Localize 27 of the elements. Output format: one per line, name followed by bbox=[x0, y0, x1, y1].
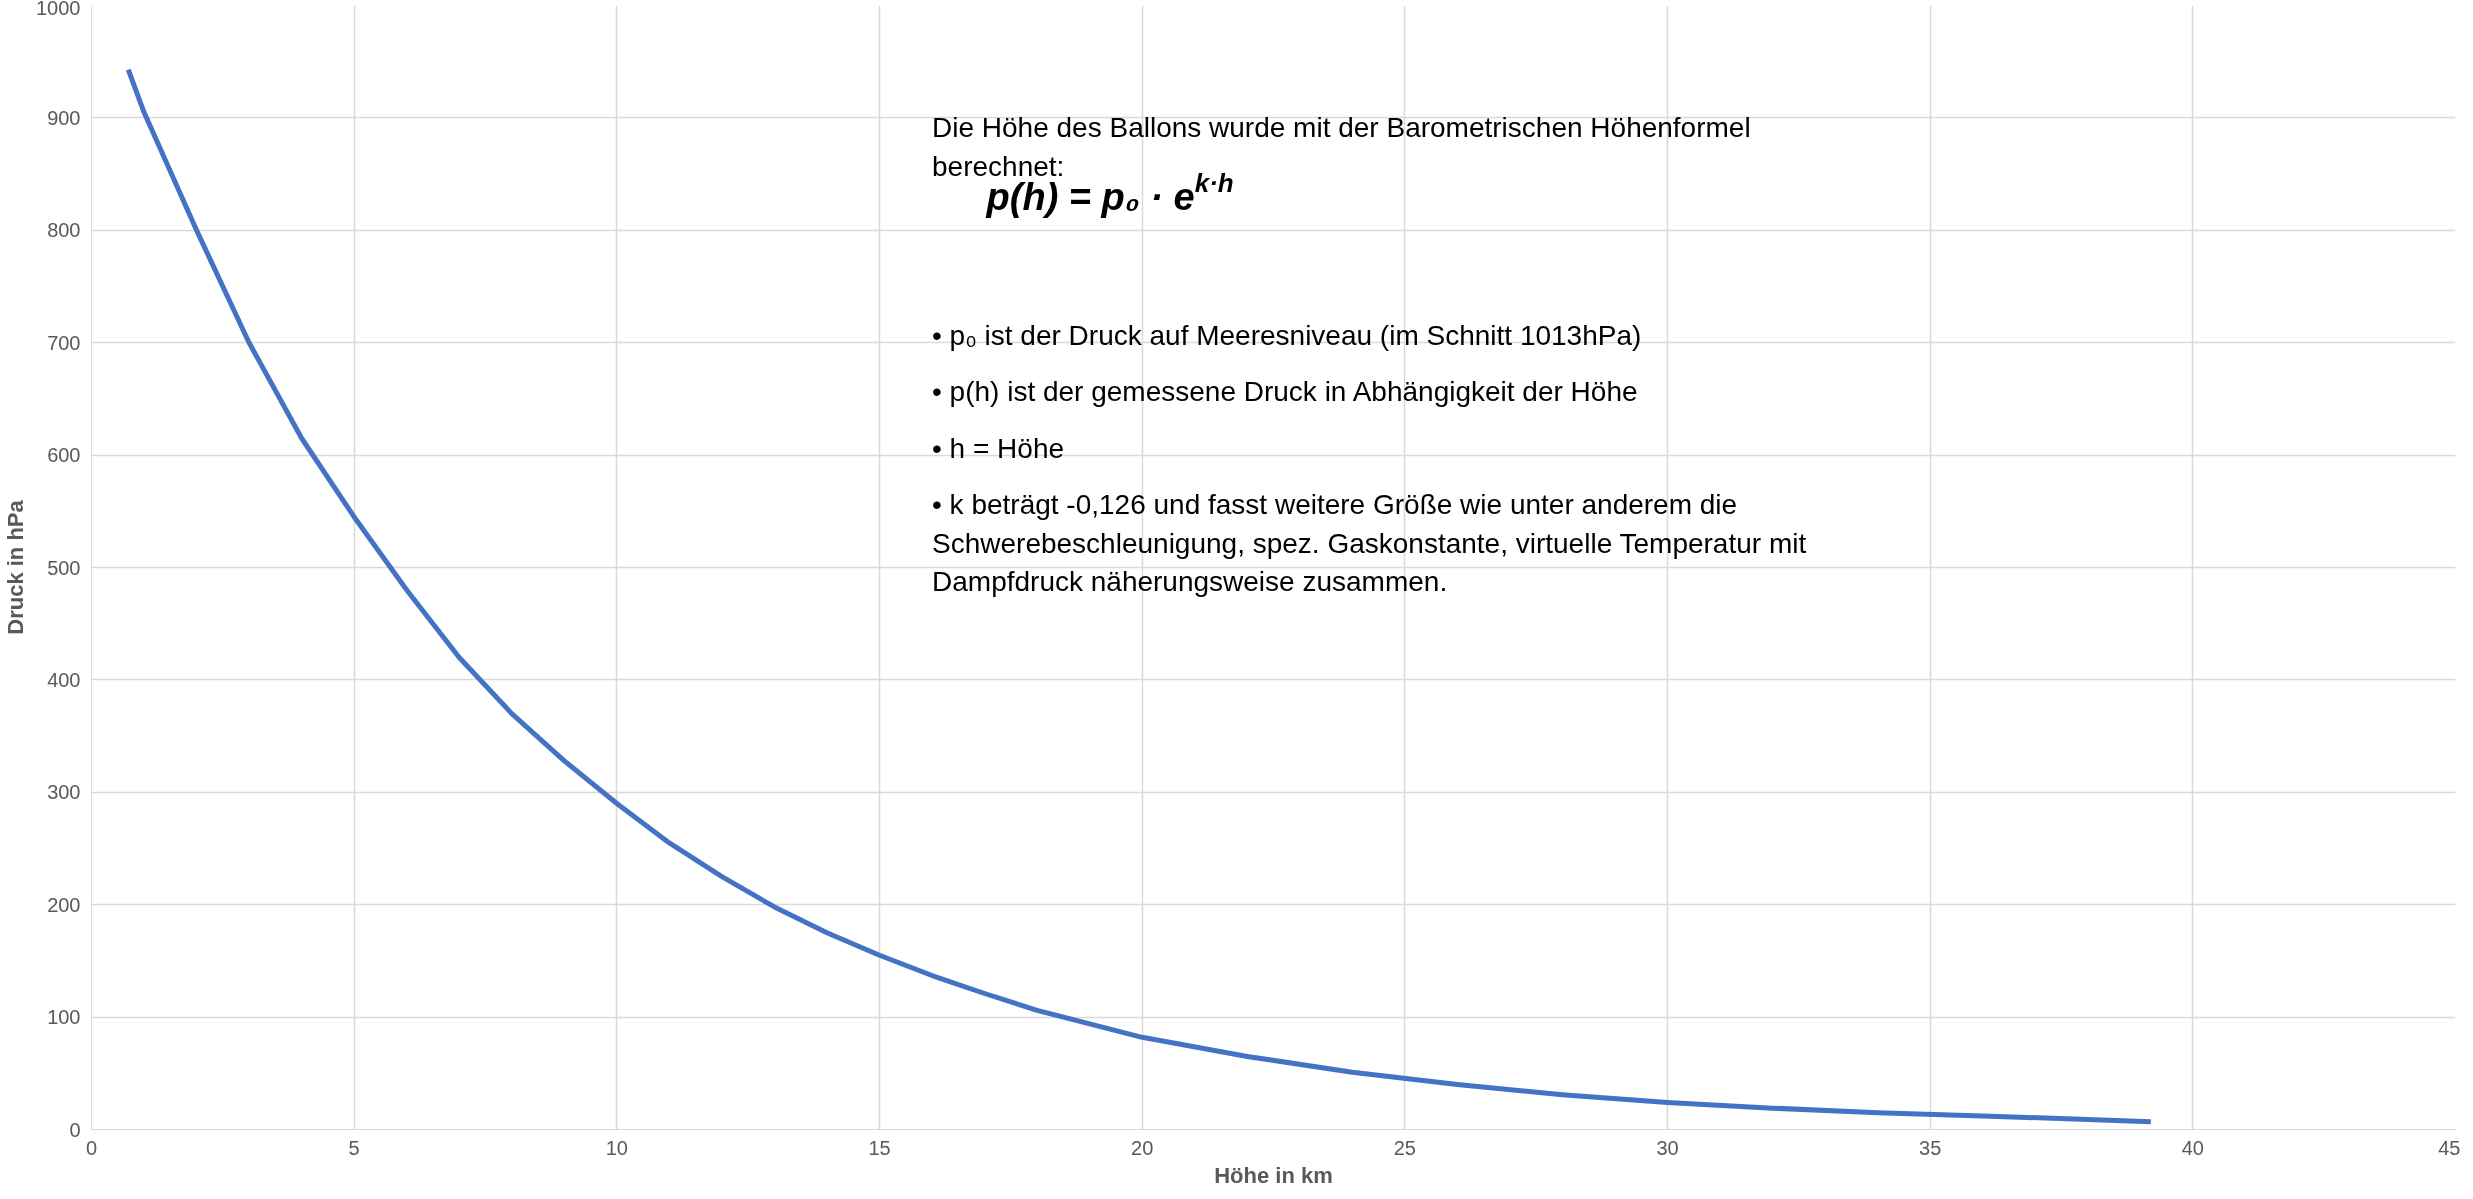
y-tick-label: 600 bbox=[47, 444, 81, 467]
annotation: • k beträgt -0,126 und fasst weitere Größe wie unter anderem die Schwerebeschleunigung, spez. Gaskonstante, virtuelle Temperatur mit Dampfdruck näherungsweise zusammen. bbox=[932, 488, 1807, 598]
x-tick-label: 40 bbox=[2181, 1136, 2204, 1159]
y-axis-title: Druck in hPa bbox=[3, 499, 29, 635]
y-tick-label: 100 bbox=[47, 1006, 81, 1029]
x-tick-label: 35 bbox=[1919, 1136, 1942, 1159]
y-tick-label: 0 bbox=[69, 1118, 81, 1141]
y-tick-label: 200 bbox=[47, 893, 81, 916]
y-tick-label: 900 bbox=[47, 106, 81, 129]
y-tick-label: 700 bbox=[47, 331, 81, 354]
y-tick-label: 300 bbox=[47, 781, 81, 804]
annotation: • p(h) ist der gemessene Druck in Abhängigkeit der Höhe bbox=[932, 376, 1638, 408]
x-tick-label: 20 bbox=[1131, 1136, 1154, 1159]
annotation: • p₀ ist der Druck auf Meeresniveau (im Schnitt 1013hPa) bbox=[932, 320, 1642, 352]
x-tick-label: 15 bbox=[868, 1136, 891, 1159]
annotation: • h = Höhe bbox=[932, 432, 1065, 464]
x-tick-label: 0 bbox=[85, 1136, 98, 1159]
x-axis-title: Höhe in km bbox=[1214, 1162, 1333, 1188]
x-tick-label: 45 bbox=[2438, 1136, 2461, 1159]
y-tick-label: 400 bbox=[47, 668, 81, 691]
x-tick-label: 10 bbox=[605, 1136, 628, 1159]
y-tick-label: 1000 bbox=[36, 0, 81, 19]
y-tick-label: 500 bbox=[47, 556, 81, 579]
x-tick-label: 25 bbox=[1393, 1136, 1416, 1159]
x-tick-label: 5 bbox=[348, 1136, 360, 1159]
x-tick-label: 30 bbox=[1656, 1136, 1679, 1159]
y-tick-label: 800 bbox=[47, 219, 81, 242]
